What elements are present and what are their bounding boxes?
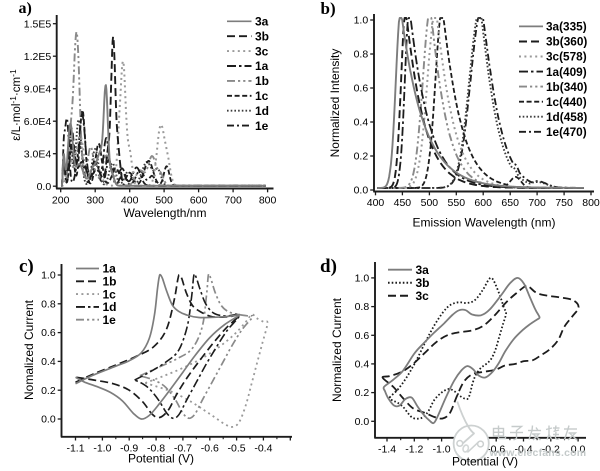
svg-text:Wavelength/nm: Wavelength/nm (124, 206, 207, 220)
svg-text:0.8: 0.8 (355, 301, 370, 313)
svg-text:1.0: 1.0 (354, 15, 369, 27)
svg-text:-1.0: -1.0 (93, 443, 111, 455)
svg-text:1c: 1c (103, 287, 117, 301)
svg-text:0.6: 0.6 (41, 327, 56, 339)
svg-text:1c: 1c (255, 89, 269, 103)
svg-text:-0.8: -0.8 (147, 443, 165, 455)
svg-text:800: 800 (582, 197, 600, 209)
svg-text:-0.7: -0.7 (174, 443, 192, 455)
svg-text:0.0: 0.0 (571, 444, 586, 456)
svg-text:3a: 3a (255, 15, 269, 29)
svg-text:ε/L·mol-1·cm-1: ε/L·mol-1·cm-1 (8, 69, 23, 141)
svg-text:3c: 3c (255, 44, 269, 58)
svg-text:3b: 3b (255, 29, 269, 43)
svg-text:Potential (V): Potential (V) (128, 452, 194, 466)
svg-text:650: 650 (501, 197, 519, 209)
svg-text:3c(578): 3c(578) (546, 50, 587, 64)
svg-text:400: 400 (121, 195, 139, 207)
svg-text:600: 600 (190, 195, 208, 207)
svg-text:700: 700 (528, 197, 546, 209)
svg-text:Potential (V): Potential (V) (452, 455, 518, 469)
svg-text:400: 400 (367, 197, 385, 209)
svg-text:1.2E5: 1.2E5 (24, 51, 52, 63)
svg-text:0.0: 0.0 (41, 414, 56, 426)
svg-text:1b(340): 1b(340) (546, 80, 587, 94)
svg-text:b): b) (321, 0, 336, 18)
svg-text:-1.1: -1.1 (66, 443, 84, 455)
svg-text:1e: 1e (103, 313, 117, 327)
svg-text:200: 200 (52, 195, 70, 207)
svg-text:-1.0: -1.0 (433, 444, 451, 456)
svg-text:1e: 1e (255, 119, 269, 133)
svg-text:-0.9: -0.9 (120, 443, 138, 455)
svg-text:c): c) (19, 256, 34, 277)
svg-text:0.2: 0.2 (354, 151, 369, 163)
svg-text:-1.4: -1.4 (378, 444, 396, 456)
svg-text:-0.6: -0.6 (487, 444, 505, 456)
svg-text:6.0E4: 6.0E4 (24, 116, 52, 128)
svg-text:3b: 3b (416, 276, 430, 290)
svg-text:700: 700 (224, 195, 242, 207)
svg-text:-0.5: -0.5 (228, 443, 246, 455)
svg-text:1a: 1a (255, 59, 269, 73)
svg-text:3a: 3a (416, 263, 430, 277)
svg-text:1b: 1b (255, 74, 269, 88)
svg-text:9.0E4: 9.0E4 (24, 83, 52, 95)
svg-text:1e(470): 1e(470) (546, 125, 587, 139)
svg-text:500: 500 (421, 197, 439, 209)
svg-text:0.8: 0.8 (41, 298, 56, 310)
svg-text:0.4: 0.4 (354, 117, 369, 129)
svg-text:0.2: 0.2 (355, 387, 370, 399)
svg-text:Normalized Current: Normalized Current (330, 297, 344, 402)
svg-text:-1.2: -1.2 (405, 444, 423, 456)
svg-text:1d: 1d (255, 104, 269, 118)
svg-text:1a: 1a (103, 262, 117, 276)
svg-text:3c: 3c (416, 289, 430, 303)
svg-text:800: 800 (259, 195, 277, 207)
svg-text:750: 750 (555, 197, 573, 209)
svg-text:1b: 1b (103, 275, 117, 289)
svg-text:Nomalized Current: Nomalized Current (22, 299, 36, 400)
svg-text:0.6: 0.6 (354, 83, 369, 95)
svg-text:300: 300 (86, 195, 104, 207)
svg-text:d): d) (320, 256, 337, 277)
svg-text:-0.4: -0.4 (514, 444, 532, 456)
svg-text:1a(409): 1a(409) (546, 65, 587, 79)
svg-text:1.5E5: 1.5E5 (24, 18, 52, 30)
svg-text:1d: 1d (103, 300, 117, 314)
svg-text:0.4: 0.4 (355, 359, 370, 371)
svg-text:550: 550 (448, 197, 466, 209)
svg-text:1.0: 1.0 (41, 270, 56, 282)
svg-text:-0.4: -0.4 (254, 443, 272, 455)
svg-text:600: 600 (474, 197, 492, 209)
svg-text:-0.6: -0.6 (201, 443, 219, 455)
svg-text:3.0E4: 3.0E4 (24, 148, 52, 160)
svg-text:Emission Wavelength (nm): Emission Wavelength (nm) (413, 216, 556, 230)
svg-text:3b(360): 3b(360) (546, 35, 587, 49)
svg-text:500: 500 (155, 195, 173, 207)
svg-text:0.4: 0.4 (41, 356, 56, 368)
svg-text:a): a) (19, 0, 32, 17)
svg-text:1.0: 1.0 (355, 273, 370, 285)
svg-text:0.6: 0.6 (355, 330, 370, 342)
svg-text:0.0: 0.0 (37, 181, 52, 193)
svg-text:Normalized Intensity: Normalized Intensity (328, 49, 342, 158)
svg-text:0.8: 0.8 (354, 49, 369, 61)
svg-text:3a(335): 3a(335) (546, 20, 587, 34)
svg-text:0.0: 0.0 (354, 185, 369, 197)
svg-text:0.2: 0.2 (41, 385, 56, 397)
svg-text:1c(440): 1c(440) (546, 95, 587, 109)
svg-text:www.elecfans.com: www.elecfans.com (489, 447, 587, 459)
svg-text:0.0: 0.0 (355, 416, 370, 428)
svg-text:1d(458): 1d(458) (546, 110, 587, 124)
svg-text:450: 450 (394, 197, 412, 209)
svg-text:-0.2: -0.2 (542, 444, 560, 456)
